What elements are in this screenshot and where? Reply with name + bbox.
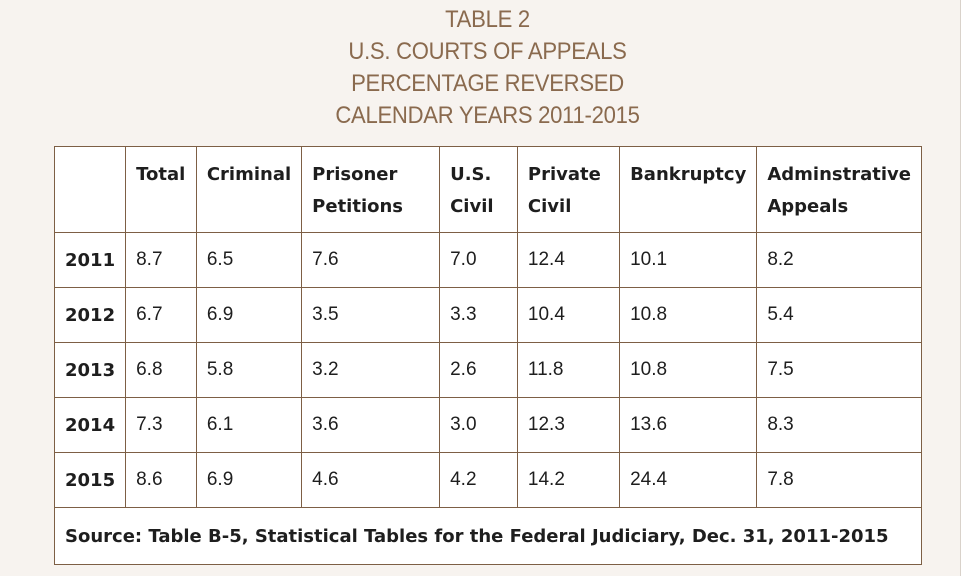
table-cell: 5.4	[756, 287, 922, 343]
header-total: Total	[125, 146, 197, 233]
table-cell: 3.5	[301, 287, 441, 343]
table-cell: 8.3	[756, 397, 922, 453]
table-row: 2013 6.8 5.8 3.2 2.6 11.8 10.8 7.5	[53, 342, 922, 398]
header-bankruptcy: Bankruptcy	[619, 146, 758, 233]
page-edge	[960, 0, 975, 576]
table-row: 2011 8.7 6.5 7.6 7.0 12.4 10.1 8.2	[53, 232, 922, 288]
title-line-3: PERCENTAGE REVERSED	[351, 70, 624, 97]
row-year: 2014	[53, 397, 127, 453]
table-row: 2012 6.7 6.9 3.5 3.3 10.4 10.8 5.4	[53, 287, 922, 343]
table-cell: 7.6	[301, 232, 441, 288]
source-row: Source: Table B-5, Statistical Tables fo…	[54, 507, 922, 565]
table-row: 2015 8.6 6.9 4.6 4.2 14.2 24.4 7.8	[53, 452, 922, 508]
header-year-corner	[53, 146, 127, 233]
table-cell: 4.2	[439, 452, 518, 508]
row-year: 2015	[53, 452, 127, 508]
table-cell: 3.3	[439, 287, 518, 343]
table-title: TABLE 2 U.S. COURTS OF APPEALS PERCENTAG…	[39, 4, 936, 132]
table-cell: 6.9	[195, 452, 303, 508]
table-cell: 10.8	[619, 342, 758, 398]
table-cell: 11.8	[516, 342, 621, 398]
table-cell: 3.0	[439, 397, 518, 453]
header-row: Total Criminal Prisoner Petitions U.S. C…	[53, 146, 922, 233]
table-cell: 6.9	[195, 287, 303, 343]
table-cell: 8.6	[125, 452, 197, 508]
table-cell: 7.0	[439, 232, 518, 288]
title-line-1: TABLE 2	[445, 6, 530, 33]
table-cell: 24.4	[619, 452, 758, 508]
table-cell: 10.8	[619, 287, 758, 343]
row-year: 2012	[53, 287, 127, 343]
table-cell: 10.1	[619, 232, 758, 288]
table-cell: 7.8	[756, 452, 922, 508]
source-note: Source: Table B-5, Statistical Tables fo…	[54, 507, 922, 565]
row-year: 2013	[53, 342, 127, 398]
table-cell: 7.3	[125, 397, 197, 453]
header-private-civil: Private Civil	[516, 146, 621, 233]
table-cell: 6.1	[195, 397, 303, 453]
header-administrative-appeals: Adminstrative Appeals	[756, 146, 922, 233]
table-cell: 8.7	[125, 232, 197, 288]
reversal-rate-table: Total Criminal Prisoner Petitions U.S. C…	[53, 146, 922, 565]
table-row: 2014 7.3 6.1 3.6 3.0 12.3 13.6 8.3	[53, 397, 922, 453]
header-prisoner-petitions: Prisoner Petitions	[301, 146, 441, 233]
title-line-4: CALENDAR YEARS 2011-2015	[335, 102, 640, 129]
table-cell: 13.6	[619, 397, 758, 453]
table-cell: 6.8	[125, 342, 197, 398]
table-cell: 4.6	[301, 452, 441, 508]
row-year: 2011	[53, 232, 127, 288]
table-cell: 12.4	[516, 232, 621, 288]
table-cell: 2.6	[439, 342, 518, 398]
header-criminal: Criminal	[195, 146, 303, 233]
table-cell: 6.7	[125, 287, 197, 343]
table-cell: 3.2	[301, 342, 441, 398]
header-us-civil: U.S. Civil	[439, 146, 518, 233]
table-cell: 7.5	[756, 342, 922, 398]
table-cell: 3.6	[301, 397, 441, 453]
title-line-2: U.S. COURTS OF APPEALS	[348, 38, 627, 65]
table-cell: 12.3	[516, 397, 621, 453]
table-cell: 10.4	[516, 287, 621, 343]
table-cell: 5.8	[195, 342, 303, 398]
table-cell: 8.2	[756, 232, 922, 288]
table-cell: 6.5	[195, 232, 303, 288]
table-cell: 14.2	[516, 452, 621, 508]
